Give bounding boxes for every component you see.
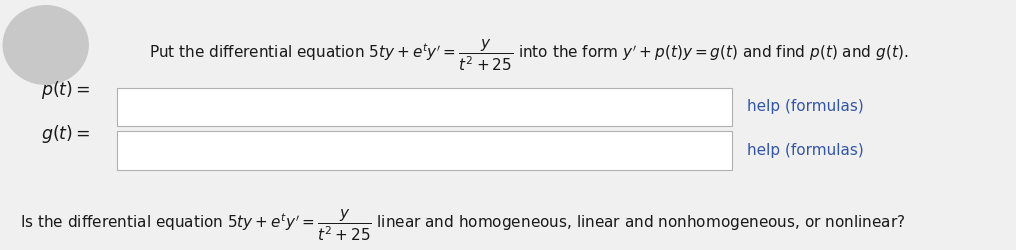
Text: help (formulas): help (formulas) (747, 143, 864, 158)
Text: $p(t) =$: $p(t) =$ (41, 79, 90, 101)
Text: $g(t) =$: $g(t) =$ (41, 123, 90, 145)
Text: Is the differential equation $5ty + e^ty' = \dfrac{y}{t^2+25}$ linear and homoge: Is the differential equation $5ty + e^ty… (20, 207, 905, 243)
Ellipse shape (2, 5, 89, 85)
FancyBboxPatch shape (117, 88, 732, 126)
Text: help (formulas): help (formulas) (747, 99, 864, 114)
FancyBboxPatch shape (117, 131, 732, 170)
Text: Put the differential equation $5ty + e^ty' = \dfrac{y}{t^2+25}$ into the form $y: Put the differential equation $5ty + e^t… (148, 37, 908, 73)
